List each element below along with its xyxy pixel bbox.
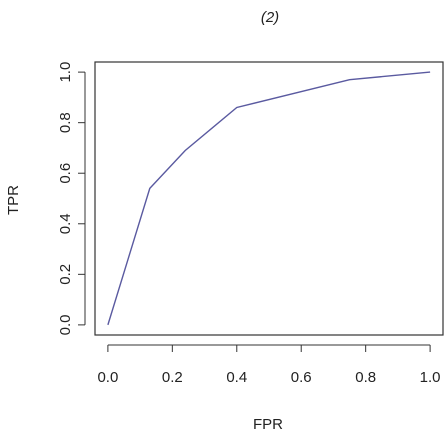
y-tick-label: 0.2 [57, 264, 74, 285]
x-tick-label: 0.4 [226, 369, 247, 386]
x-axis-label: FPR [253, 416, 283, 433]
plot-frame [94, 61, 444, 336]
y-tick-label: 0.6 [57, 163, 74, 184]
y-tick-label: 0.8 [57, 112, 74, 133]
x-tick-label: 0.0 [97, 369, 118, 386]
x-tick-label: 0.8 [355, 369, 376, 386]
y-tick-label: 0.0 [57, 314, 74, 335]
x-tick-label: 1.0 [420, 369, 441, 386]
roc-curve [107, 71, 431, 326]
y-axis-label: TPR [5, 185, 22, 215]
y-tick-label: 1.0 [57, 62, 74, 83]
x-tick-label: 0.6 [291, 369, 312, 386]
y-tick-label: 0.4 [57, 213, 74, 234]
chart-title: (2) [261, 9, 279, 26]
x-tick-label: 0.2 [162, 369, 183, 386]
